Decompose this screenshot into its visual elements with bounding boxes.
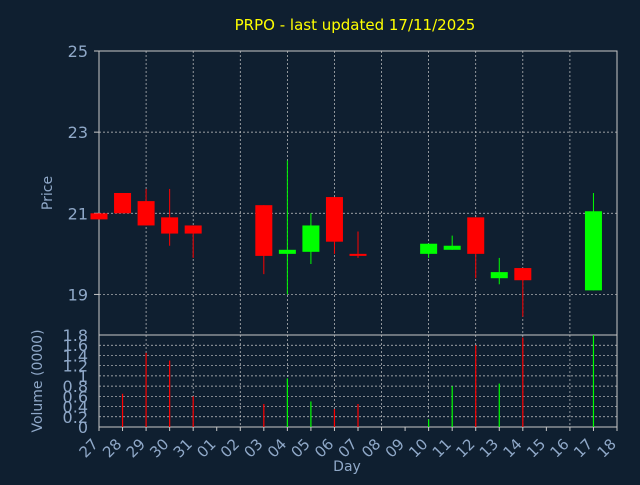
candle-body — [420, 243, 438, 254]
candle-31 — [184, 225, 202, 258]
candle-body — [490, 272, 508, 279]
candle-body — [114, 193, 132, 214]
volume-tick-label: 1.4 — [63, 346, 88, 365]
x-tick-label: 09 — [382, 435, 408, 461]
candle-body — [325, 197, 343, 242]
x-tick-label: 01 — [193, 435, 219, 461]
candle-body — [278, 249, 296, 254]
x-tick-label: 11 — [429, 435, 455, 461]
candle-27 — [90, 213, 108, 220]
x-tick-label: 14 — [499, 435, 525, 461]
x-tick-label: 02 — [217, 435, 243, 461]
volume-tick-label: 0 — [78, 418, 88, 437]
x-tick-label: 05 — [288, 435, 314, 461]
candle-body — [349, 253, 367, 256]
x-tick-label: 03 — [240, 435, 266, 461]
volume-tick-label: 0.8 — [63, 377, 88, 396]
candle-12 — [467, 217, 485, 279]
x-tick-label: 07 — [335, 435, 361, 461]
candle-body — [161, 217, 179, 234]
candle-body — [184, 225, 202, 234]
x-axis: 2728293031010203040506070809101112131415… — [76, 427, 620, 461]
candle-04 — [278, 160, 296, 295]
candle-14 — [514, 268, 532, 317]
x-tick-label: 31 — [170, 435, 196, 461]
candle-13 — [490, 257, 508, 285]
x-axis-label: Day — [333, 459, 361, 475]
x-tick-label: 27 — [76, 435, 102, 461]
x-tick-label: 15 — [523, 435, 549, 461]
price-plot-frame — [98, 50, 618, 336]
x-tick-label: 10 — [405, 435, 431, 461]
volume-tick-label: 0.2 — [63, 408, 88, 427]
price-tick-label: 25 — [68, 42, 88, 61]
candle-body — [467, 217, 485, 254]
price-panel: 19 21 23 25 — [68, 42, 618, 336]
x-tick-label: 18 — [594, 435, 620, 461]
price-tick-label: 19 — [68, 285, 88, 304]
volume-tick-label: 1.6 — [63, 336, 88, 355]
price-tick-label: 21 — [68, 204, 88, 223]
candle-10 — [420, 243, 438, 258]
x-tick-label: 30 — [146, 435, 172, 461]
candle-03 — [255, 205, 273, 275]
candle-07 — [349, 231, 367, 258]
volume-tick-label: 1.8 — [63, 326, 88, 345]
x-tick-label: 08 — [358, 435, 384, 461]
x-tick-label: 12 — [452, 435, 478, 461]
x-tick-label: 06 — [311, 435, 337, 461]
volume-axis-label: Volume (0000) — [30, 329, 46, 432]
candle-17 — [584, 193, 602, 291]
volume-tick-label: 0.4 — [63, 398, 88, 417]
price-tick-label: 23 — [68, 123, 88, 142]
candle-05 — [302, 213, 320, 264]
x-tick-label: 28 — [99, 435, 125, 461]
candle-body — [302, 225, 320, 252]
x-tick-label: 16 — [547, 435, 573, 461]
candle-body — [90, 213, 108, 220]
chart-title: PRPO - last updated 17/11/2025 — [235, 16, 476, 34]
price-axis-label: Price — [40, 176, 56, 210]
candle-11 — [443, 235, 461, 250]
candle-29 — [137, 188, 155, 226]
x-tick-label: 13 — [476, 435, 502, 461]
volume-tick-label: 1 — [78, 367, 88, 386]
candle-body — [514, 268, 532, 281]
candle-body — [255, 205, 273, 256]
x-tick-label: 17 — [570, 435, 596, 461]
volume-panel: 00.20.40.60.811.21.41.61.8 — [63, 326, 618, 437]
candle-28 — [114, 193, 132, 214]
candle-06 — [325, 197, 343, 254]
volume-tick-label: 1.2 — [63, 357, 88, 376]
candle-body — [137, 201, 155, 226]
candle-body — [584, 211, 602, 291]
volume-tick-label: 0.6 — [63, 387, 88, 406]
candle-30 — [161, 188, 179, 246]
candle-body — [443, 245, 461, 250]
x-tick-label: 29 — [123, 435, 149, 461]
x-tick-label: 04 — [264, 435, 290, 461]
